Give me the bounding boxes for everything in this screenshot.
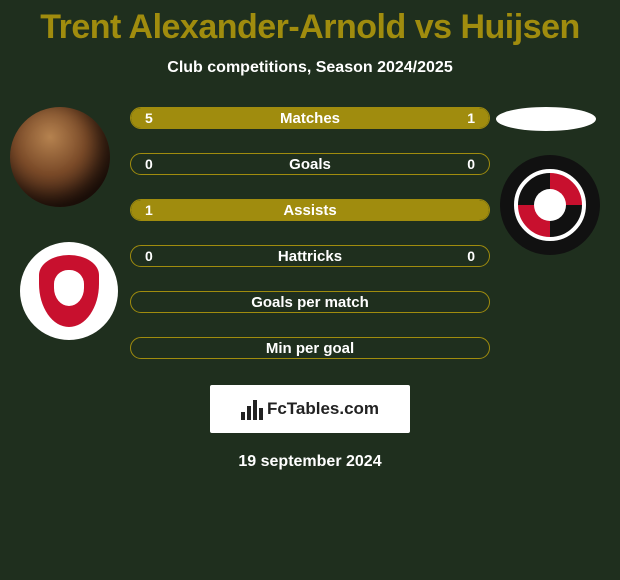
stat-bars: 5 1 Matches 0 0 Goals 1 Assists 0 0 Hattricks Goals… — [130, 107, 490, 359]
liverpool-crest-icon — [39, 255, 99, 327]
fctables-label: FcTables.com — [267, 399, 379, 419]
right-club-crest — [500, 155, 600, 255]
stat-right-value: 0 — [467, 156, 475, 172]
fctables-badge: FcTables.com — [210, 385, 410, 433]
date-label: 19 september 2024 — [0, 453, 620, 471]
stat-label: Hattricks — [278, 248, 342, 265]
stat-right-value: 1 — [467, 110, 475, 126]
bournemouth-crest-icon — [514, 169, 586, 241]
page-title: Trent Alexander-Arnold vs Huijsen — [0, 0, 620, 47]
comparison-content: 5 1 Matches 0 0 Goals 1 Assists 0 0 Hattricks Goals… — [0, 107, 620, 359]
stat-label: Assists — [283, 202, 336, 219]
right-player-avatar — [496, 107, 596, 131]
chart-icon — [241, 398, 263, 420]
stat-bar: Goals per match — [130, 291, 490, 313]
subtitle: Club competitions, Season 2024/2025 — [0, 59, 620, 77]
left-club-crest — [20, 242, 118, 340]
stat-label: Goals — [289, 156, 331, 173]
stat-label: Matches — [280, 110, 340, 127]
left-player-avatar — [10, 107, 110, 207]
stat-bar-left-fill — [131, 108, 396, 128]
stat-bar: 1 Assists — [130, 199, 490, 221]
stat-right-value: 0 — [467, 248, 475, 264]
stat-left-value: 1 — [145, 202, 153, 218]
stat-bar: 0 0 Goals — [130, 153, 490, 175]
stat-left-value: 5 — [145, 110, 153, 126]
stat-bar: 0 0 Hattricks — [130, 245, 490, 267]
stat-left-value: 0 — [145, 156, 153, 172]
stat-bar: Min per goal — [130, 337, 490, 359]
stat-label: Goals per match — [251, 294, 369, 311]
stat-left-value: 0 — [145, 248, 153, 264]
stat-bar: 5 1 Matches — [130, 107, 490, 129]
stat-label: Min per goal — [266, 340, 354, 357]
